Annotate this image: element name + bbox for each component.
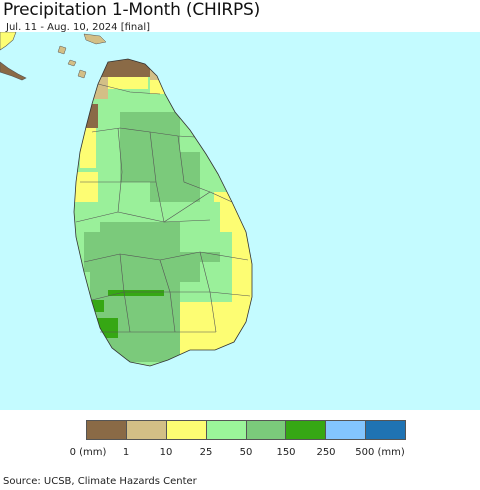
legend-label-2: 10 xyxy=(159,447,173,458)
map-title: Precipitation 1-Month (CHIRPS) xyxy=(3,0,261,20)
legend-swatch-6 xyxy=(326,421,367,439)
legend-label-7: 500 (mm) xyxy=(355,447,405,458)
legend-swatch-2 xyxy=(166,421,207,439)
legend-label-6: 250 xyxy=(316,447,336,458)
legend-label-5: 150 xyxy=(276,447,296,458)
legend-label-0: 0 (mm) xyxy=(69,447,107,458)
legend-label-3: 25 xyxy=(199,447,213,458)
precipitation-map xyxy=(0,32,480,410)
legend-swatch-1 xyxy=(126,421,167,439)
legend-color-bar xyxy=(86,420,406,440)
sri-lanka-island xyxy=(73,58,253,367)
legend-swatch-0 xyxy=(87,421,127,439)
legend-swatch-5 xyxy=(286,421,327,439)
legend-labels: 0 (mm) 1 10 25 50 150 250 500 (mm) xyxy=(0,447,480,461)
legend-label-4: 50 xyxy=(239,447,253,458)
dry-zone-north xyxy=(100,59,150,77)
legend-label-1: 1 xyxy=(122,447,130,458)
district-boundaries xyxy=(75,83,251,333)
legend-swatch-3 xyxy=(206,421,247,439)
source-credit: Source: UCSB, Climate Hazards Center xyxy=(3,476,197,487)
legend-swatch-4 xyxy=(246,421,287,439)
map-subtitle: Jul. 11 - Aug. 10, 2024 [final] xyxy=(6,22,151,33)
india-landmass xyxy=(0,32,17,51)
india-coast xyxy=(0,61,27,81)
legend-swatch-7 xyxy=(366,421,405,439)
northern-islands xyxy=(57,33,107,79)
